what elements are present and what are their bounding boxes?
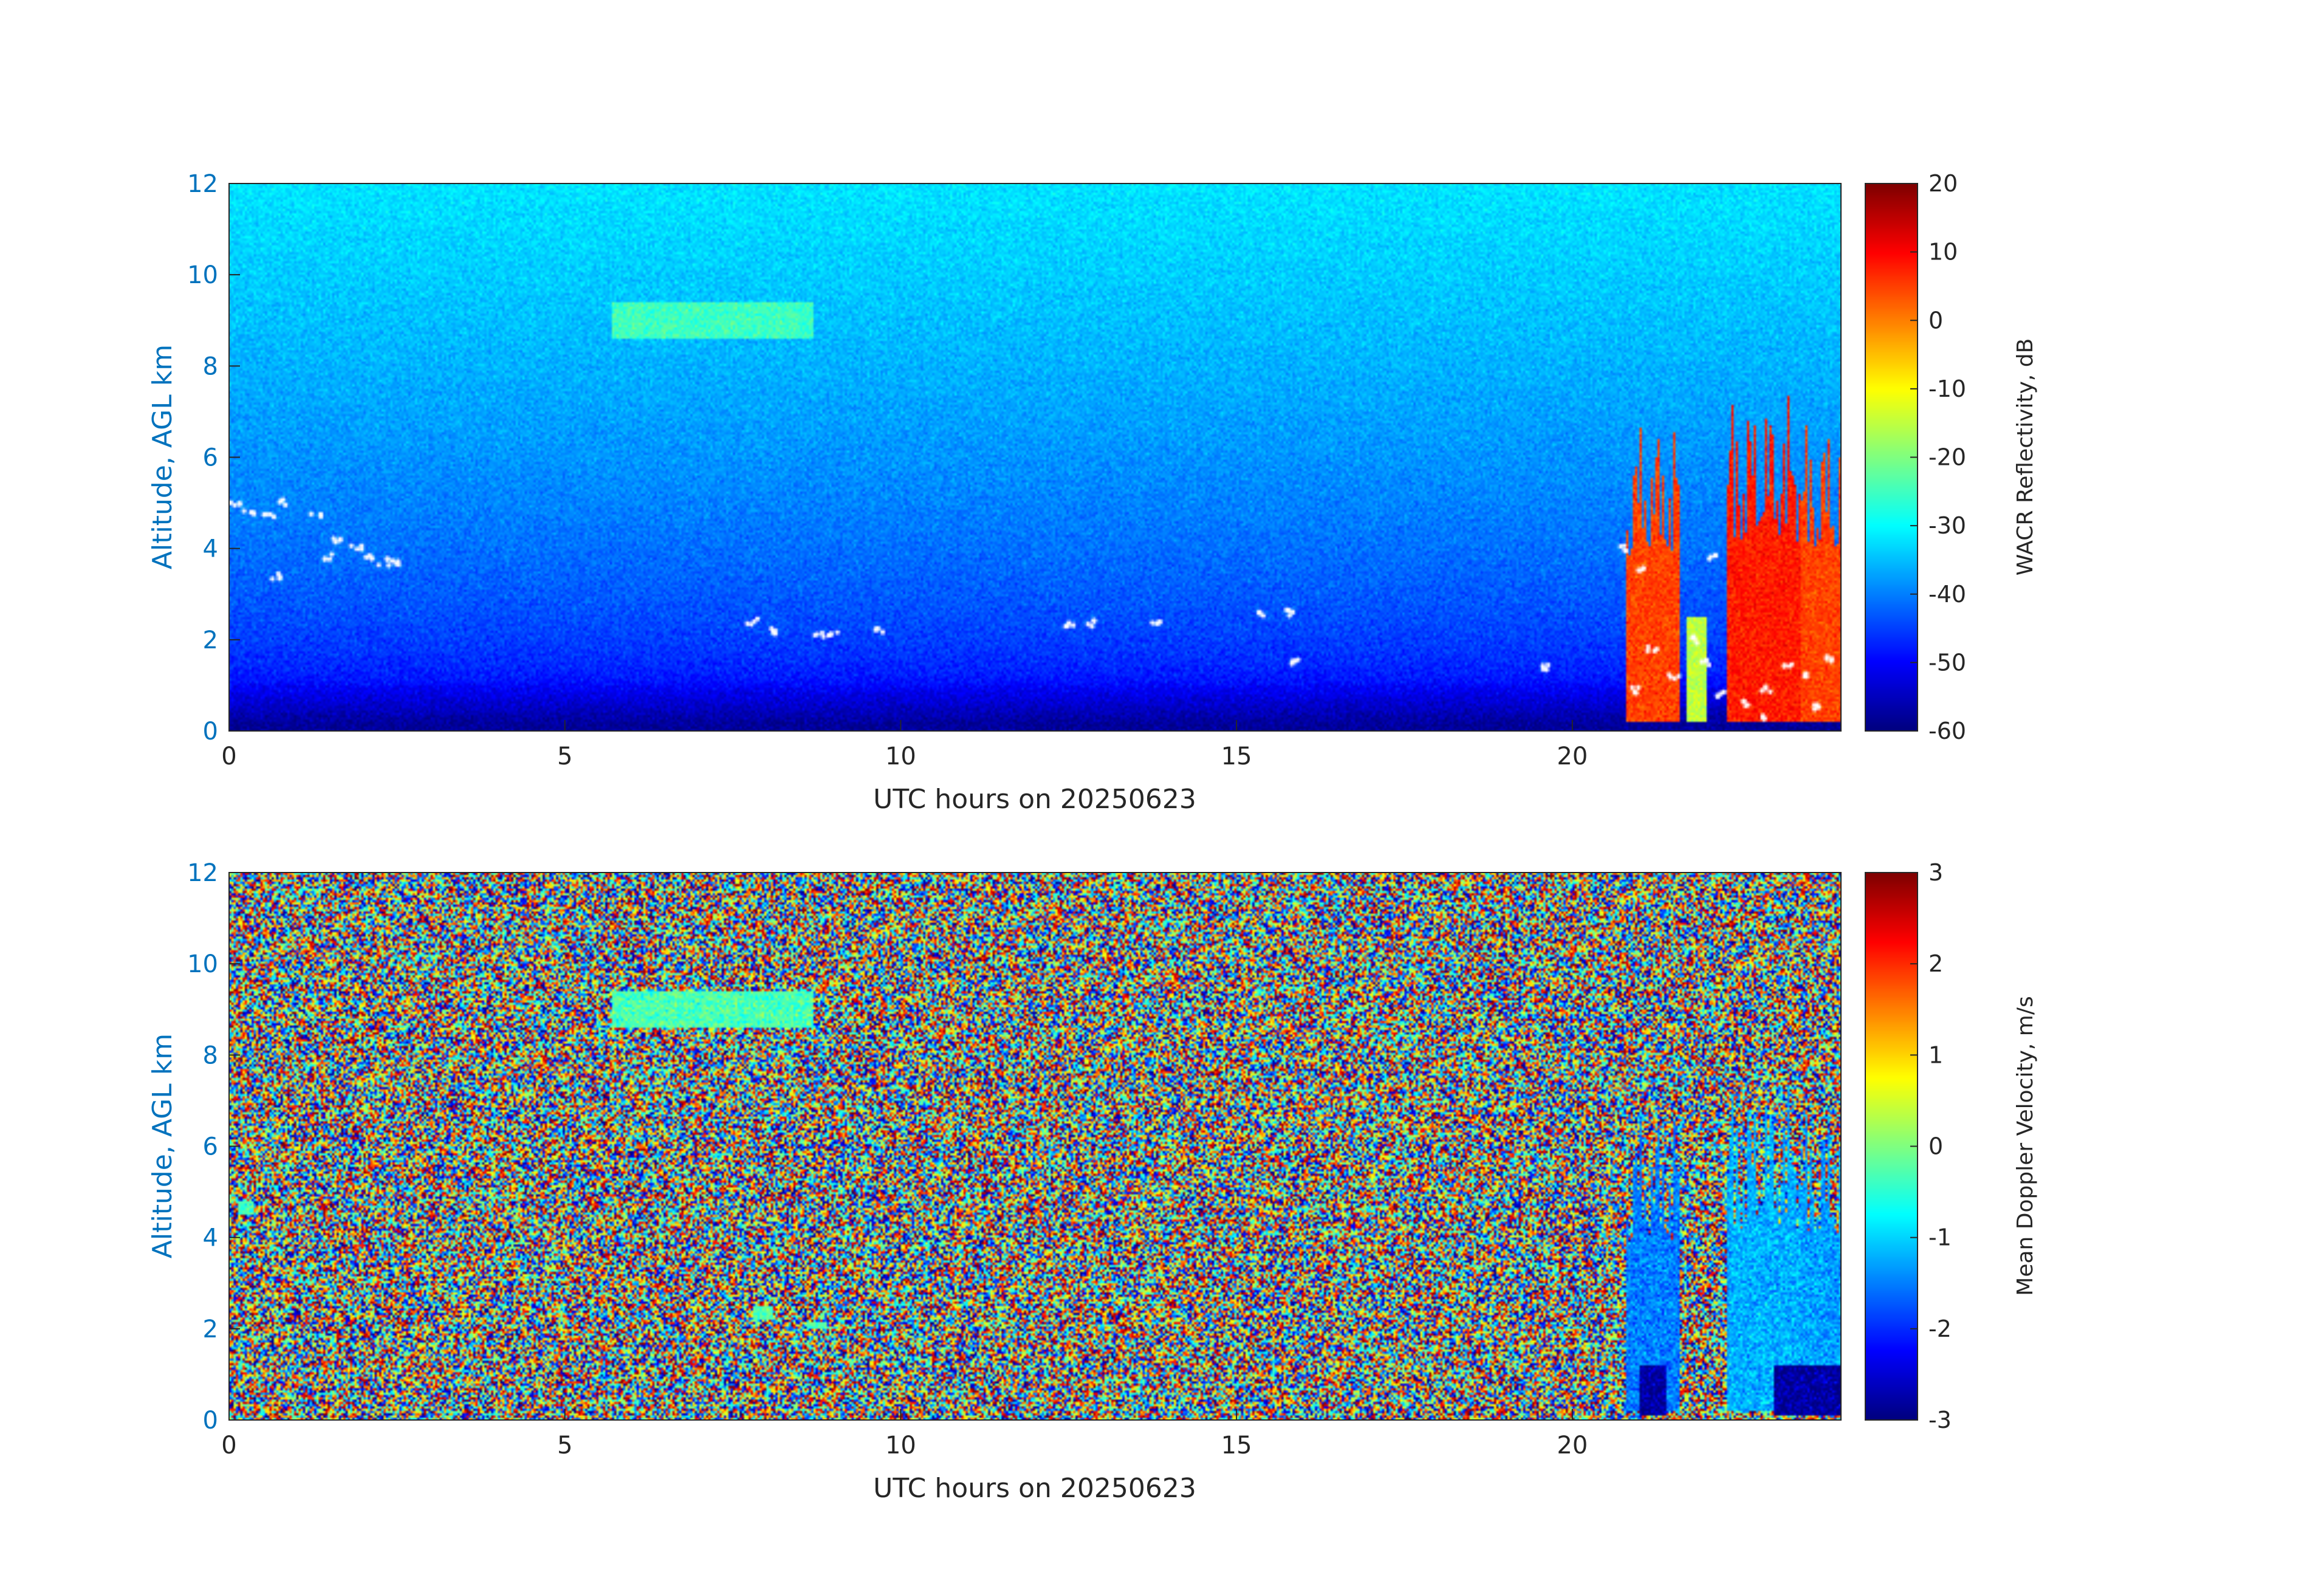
x-tick-label: 15	[1221, 743, 1252, 770]
colorbar-tick-label: -2	[1928, 1315, 1952, 1342]
x-tick-label: 20	[1557, 743, 1588, 770]
colorbar-tick-label: 0	[1928, 307, 1943, 334]
colorbar-tick-label: 20	[1928, 170, 1958, 197]
y-tick-label: 2	[203, 1315, 218, 1343]
x-ticks: 0 5 10 15 20	[221, 1409, 1588, 1460]
y-tick-label: 10	[187, 261, 218, 289]
y-tick-label: 12	[187, 859, 218, 887]
y-tick-label: 6	[203, 444, 218, 472]
reflectivity-panel: 0 5 10 15 20 0 2 4 6 8 10 12 UTC hours on 20250623…	[147, 170, 2038, 815]
y-tick-label: 10	[187, 950, 218, 978]
colorbar-tick-label: -60	[1928, 718, 1966, 744]
x-tick-label: 10	[885, 1432, 916, 1460]
y-axis-label: Altitude, AGL km	[147, 345, 178, 569]
x-tick-label: 5	[557, 1432, 572, 1460]
colorbar-label: Mean Doppler Velocity, m/s	[2013, 996, 2038, 1295]
x-axis-label: UTC hours on 20250623	[873, 784, 1196, 815]
colorbar-tick-label: 1	[1928, 1041, 1943, 1068]
colorbar-tick-label: 0	[1928, 1133, 1943, 1160]
y-tick-label: 8	[203, 1041, 218, 1069]
doppler-image	[229, 873, 1841, 1420]
x-tick-label: 0	[221, 743, 236, 770]
colorbar-tick-label: 3	[1928, 859, 1943, 886]
y-tick-label: 0	[203, 718, 218, 746]
x-axis-label: UTC hours on 20250623	[873, 1473, 1196, 1504]
colorbar-tick-label: 10	[1928, 239, 1958, 266]
y-tick-label: 8	[203, 352, 218, 380]
y-tick-label: 2	[203, 626, 218, 654]
colorbar-tick-label: -40	[1928, 581, 1966, 608]
y-ticks: 0 2 4 6 8 10 12	[187, 859, 240, 1435]
y-tick-label: 0	[203, 1407, 218, 1435]
colorbar-tick-label: -30	[1928, 512, 1966, 539]
colorbar-ticks: 3 2 1 0 -1 -2 -3	[1910, 859, 1952, 1433]
y-tick-label: 4	[203, 1224, 218, 1252]
y-tick-label: 4	[203, 535, 218, 563]
doppler-colorbar	[1865, 873, 1918, 1420]
reflectivity-colorbar	[1865, 184, 1918, 731]
x-tick-label: 5	[557, 743, 572, 770]
y-axis-label: Altitude, AGL km	[147, 1034, 178, 1258]
x-tick-label: 0	[221, 1432, 236, 1460]
y-tick-label: 6	[203, 1133, 218, 1161]
colorbar-ticks: 20 10 0 -10 -20 -30 -40 -50 -60	[1910, 170, 1966, 744]
colorbar-tick-label: -3	[1928, 1407, 1952, 1433]
colorbar-tick-label: -1	[1928, 1224, 1952, 1251]
colorbar-tick-label: 2	[1928, 950, 1943, 977]
x-tick-label: 15	[1221, 1432, 1252, 1460]
colorbar-label: WACR Reflectivity, dB	[2013, 338, 2038, 576]
y-tick-label: 12	[187, 170, 218, 198]
colorbar-tick-label: -20	[1928, 444, 1966, 471]
colorbar-tick-label: -50	[1928, 649, 1966, 676]
x-tick-label: 10	[885, 743, 916, 770]
reflectivity-image	[229, 184, 1841, 731]
x-tick-label: 20	[1557, 1432, 1588, 1460]
x-ticks: 0 5 10 15 20	[221, 720, 1588, 770]
colorbar-tick-label: -10	[1928, 376, 1966, 402]
y-ticks: 0 2 4 6 8 10 12	[187, 170, 240, 746]
